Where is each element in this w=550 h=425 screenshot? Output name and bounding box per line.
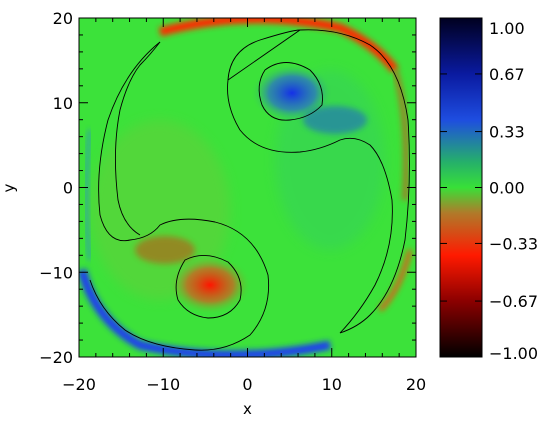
x-tick-label: 20	[406, 375, 426, 394]
colorbar-tick-label: 0.00	[489, 179, 525, 198]
colorbar-tick-label: −0.67	[489, 292, 538, 311]
colorbar-tick-label: 0.33	[489, 123, 525, 142]
negative-vortex	[168, 255, 252, 315]
contour-line	[89, 41, 270, 351]
x-tick-label: −20	[62, 375, 96, 394]
heatmap-field	[79, 18, 416, 357]
y-tick-label: −20	[39, 348, 73, 367]
x-tick-label: 10	[322, 375, 342, 394]
x-tick-label: −10	[146, 375, 180, 394]
contour-line	[258, 62, 323, 121]
contour-line	[114, 41, 161, 236]
y-tick-label: 0	[63, 179, 73, 198]
negative-vortex-tail	[135, 236, 195, 264]
contour-line	[175, 255, 242, 319]
contour-lines	[89, 29, 410, 351]
axes: −20 −10 0 10 20 −20 −10 0 10 20	[39, 9, 426, 394]
positive-vortex-tail	[303, 106, 367, 134]
colorbar-tick-label: −1.00	[489, 344, 538, 363]
positive-rim-band-left	[83, 129, 93, 261]
y-axis-label: y	[0, 183, 18, 192]
y-tick-label: −10	[39, 263, 73, 282]
y-tick-label: 20	[53, 9, 73, 28]
colorbar-tick-label: 1.00	[489, 19, 525, 38]
contour-line	[227, 29, 410, 334]
negative-rim-band-bottom-right	[378, 249, 413, 312]
x-axis-label: x	[243, 400, 252, 418]
negative-rim-band-top	[158, 18, 399, 73]
y-tick-label: 10	[53, 94, 73, 113]
colorbar-ticks: 1.00 0.67 0.33 0.00 −0.33 −0.67 −1.00	[440, 17, 538, 363]
contour-line	[227, 29, 301, 81]
positive-vortex	[250, 63, 334, 123]
brownish-region-left	[90, 120, 230, 300]
colorbar-tick-label: 0.67	[489, 65, 525, 84]
positive-rim-band-bottom	[79, 268, 331, 357]
colorbar-tick-label: −0.33	[489, 234, 538, 253]
x-tick-label: 0	[242, 375, 252, 394]
